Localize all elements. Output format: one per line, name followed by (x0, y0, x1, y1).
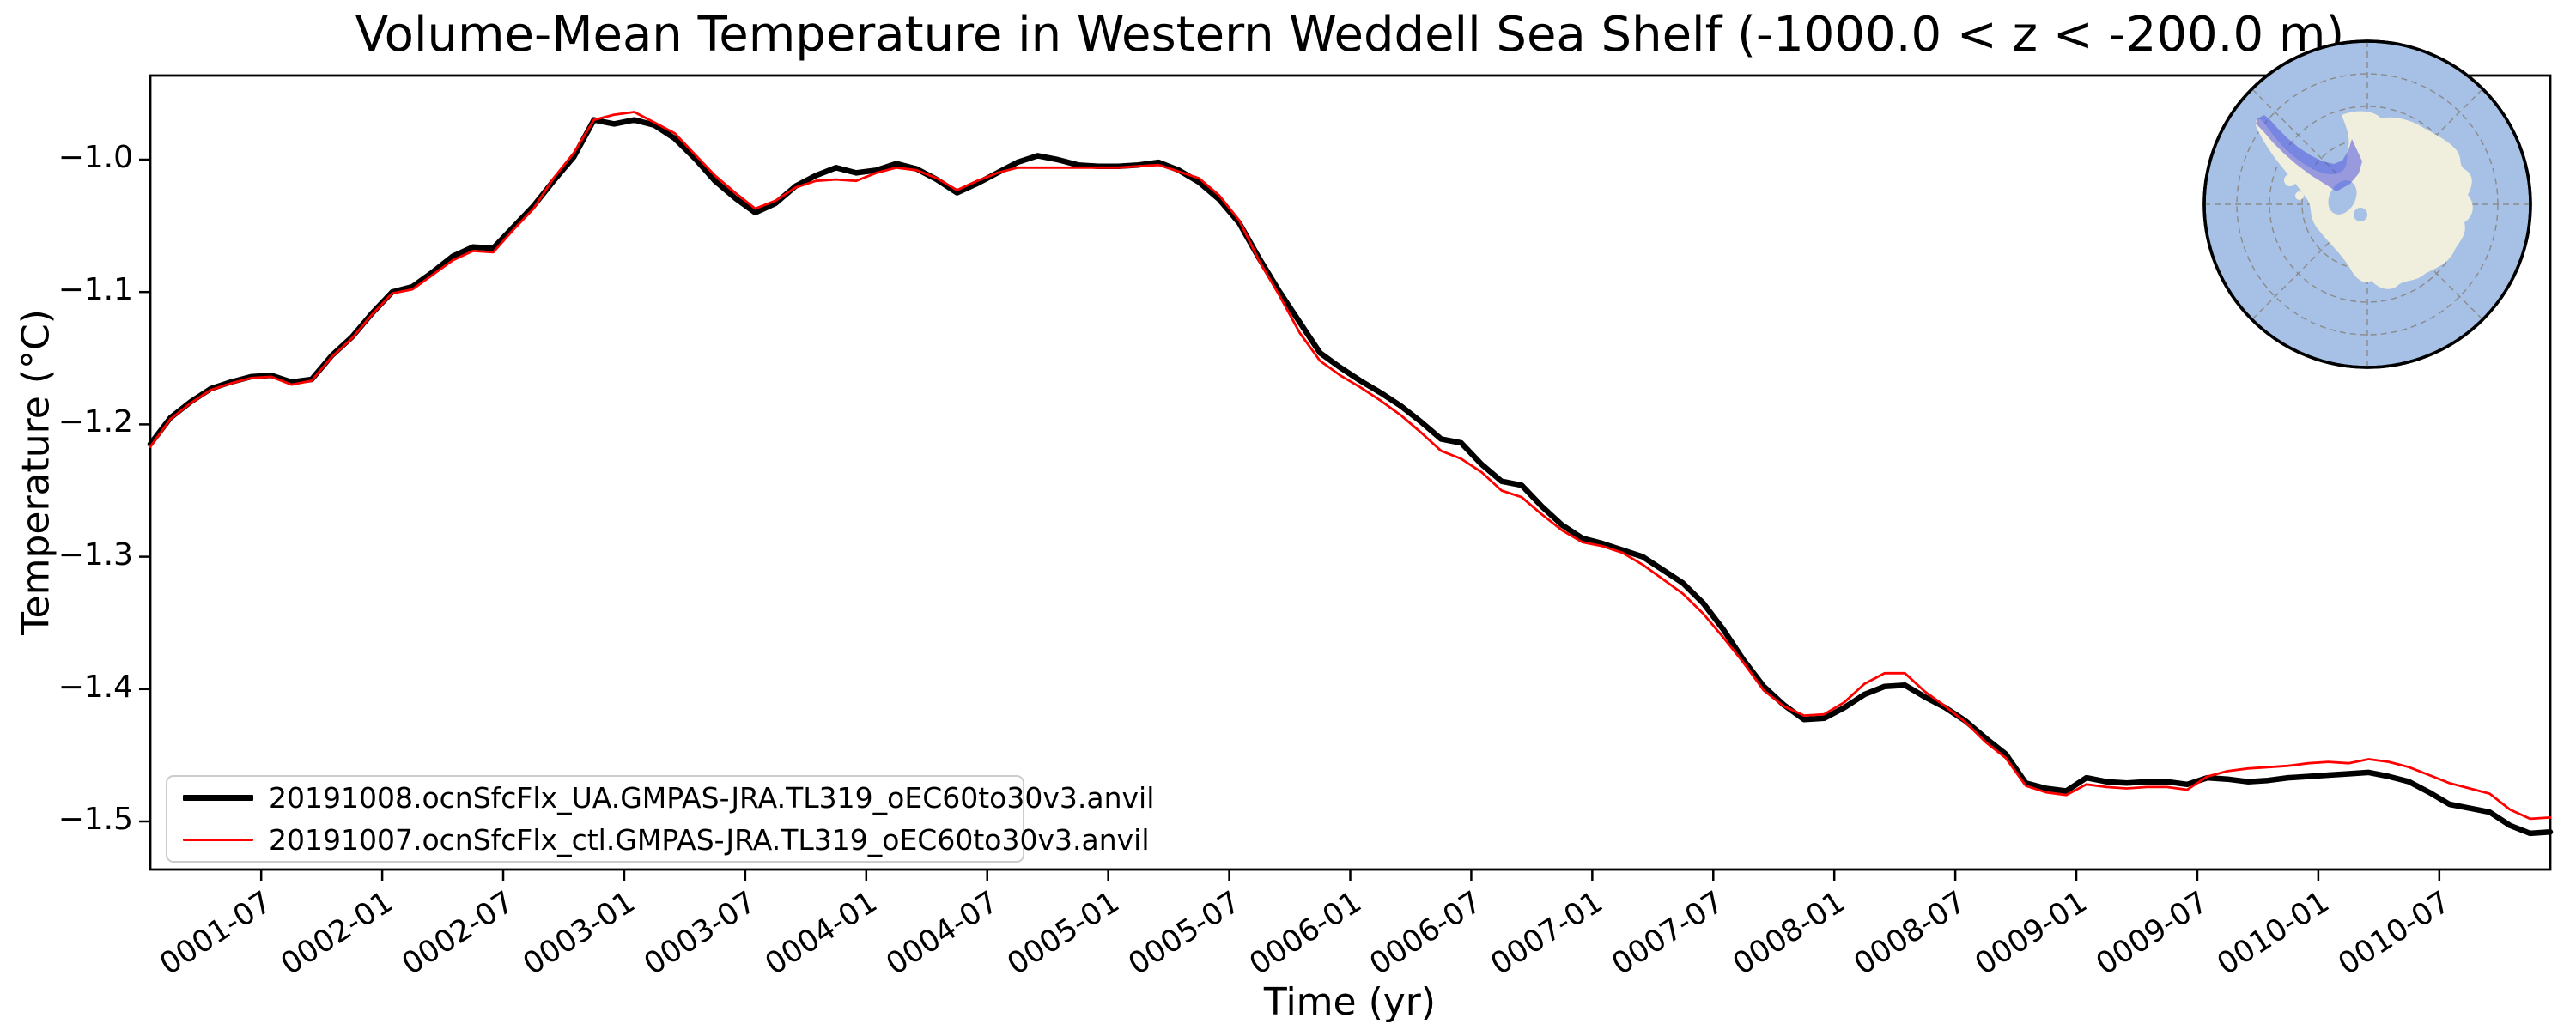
chart-title: Volume-Mean Temperature in Western Wedde… (355, 7, 2345, 63)
map-bay-patch (2354, 208, 2367, 221)
x-axis-label: Time (yr) (1263, 980, 1437, 1024)
legend-label: 20191007.ocnSfcFlx_ctl.GMPAS-JRA.TL319_o… (269, 823, 1150, 857)
y-tick-label: −1.1 (58, 272, 133, 308)
map-outline (2202, 39, 2532, 369)
series-line-ua-black (147, 117, 2554, 837)
y-tick-label: −1.2 (58, 404, 133, 440)
legend-label: 20191008.ocnSfcFlx_UA.GMPAS-JRA.TL319_oE… (269, 781, 1155, 815)
y-tick-label: −1.4 (58, 669, 133, 705)
legend-item-ua: 20191008.ocnSfcFlx_UA.GMPAS-JRA.TL319_oE… (183, 781, 1154, 815)
map-antarctica-land (2255, 111, 2473, 289)
map-island (2284, 174, 2296, 186)
series-line-ctl-red (149, 111, 2552, 821)
legend-item-ctl: 20191007.ocnSfcFlx_ctl.GMPAS-JRA.TL319_o… (183, 823, 1149, 857)
y-tick-label: −1.3 (58, 536, 133, 573)
map-island (2295, 191, 2304, 200)
y-tick-label: −1.0 (58, 140, 133, 175)
axes-frame (149, 74, 2552, 871)
map-highlight-region (2256, 115, 2362, 191)
y-tick-label: −1.5 (58, 802, 133, 837)
legend-line-swatch-black (183, 795, 253, 801)
legend: 20191008.ocnSfcFlx_UA.GMPAS-JRA.TL319_oE… (166, 775, 1154, 863)
legend-line-swatch-red (183, 839, 253, 841)
antarctica-inset-map (2202, 39, 2532, 369)
